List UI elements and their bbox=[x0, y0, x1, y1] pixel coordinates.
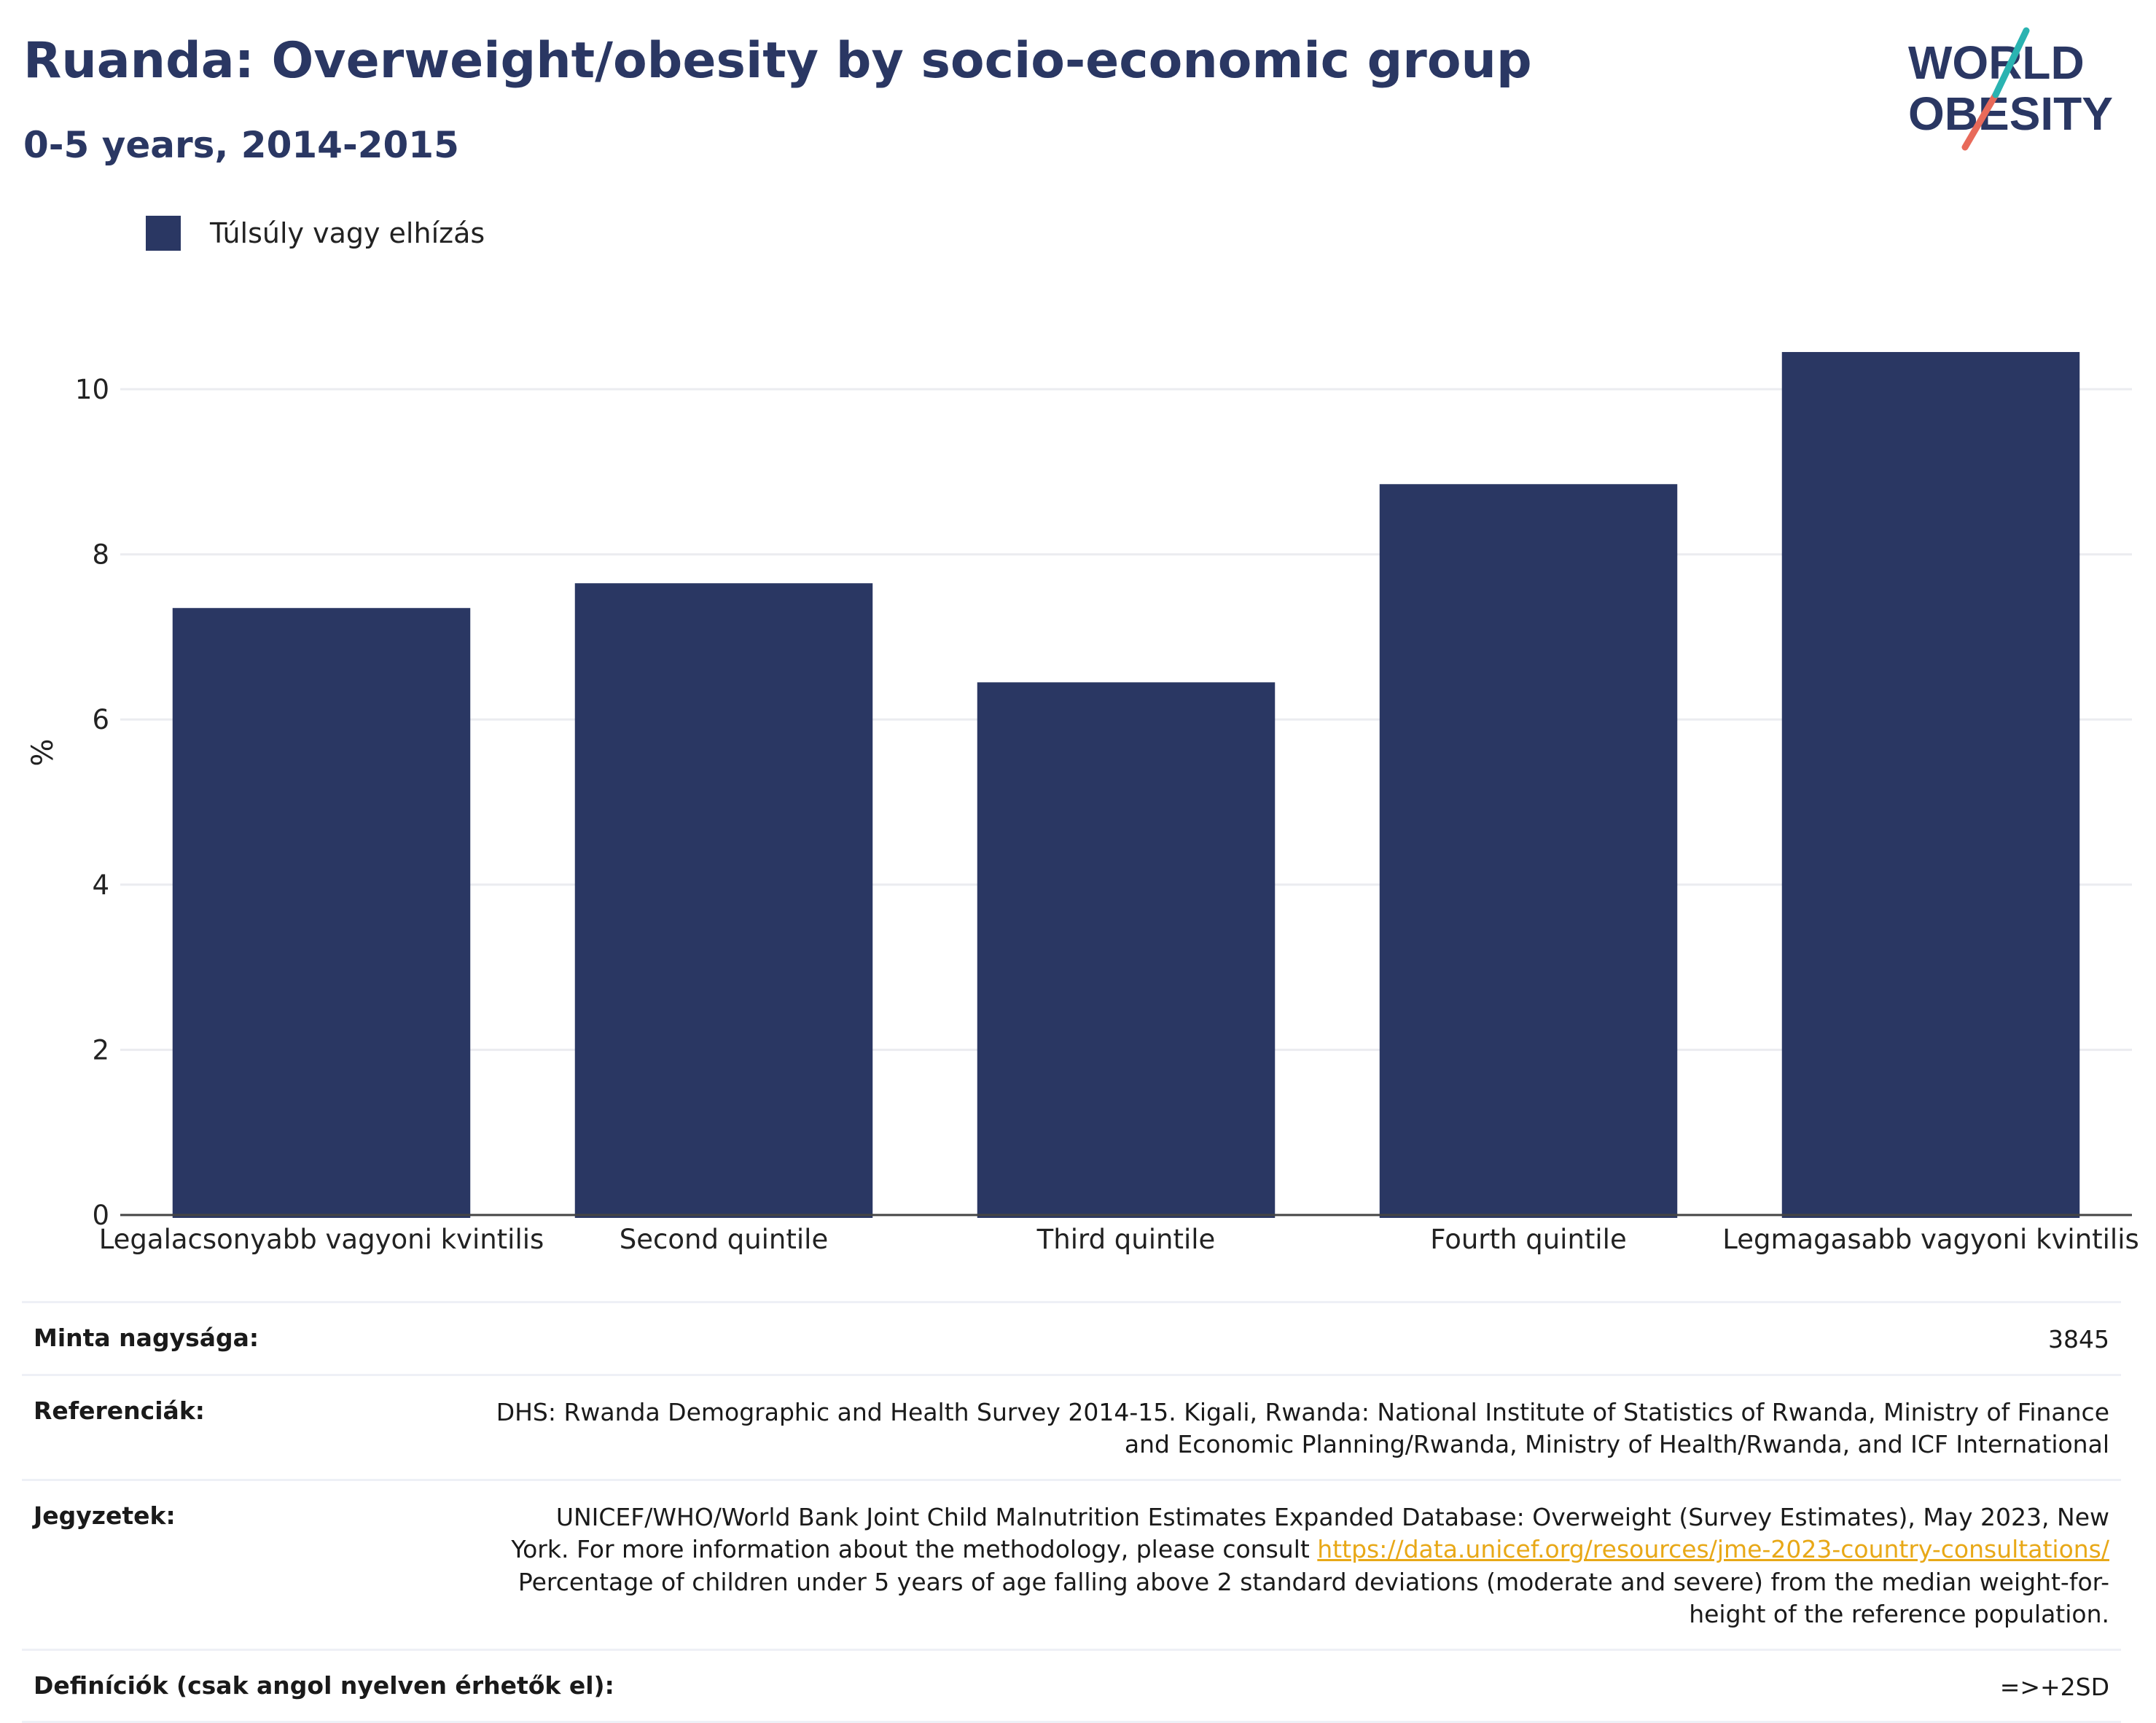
y-tick-label: 6 bbox=[92, 704, 109, 735]
info-row-references: Referenciák: DHS: Rwanda Demographic and… bbox=[22, 1376, 2121, 1481]
info-line: UNICEF/WHO/World Bank Joint Child Malnut… bbox=[555, 1502, 2109, 1531]
info-value: DHS: Rwanda Demographic and Health Surve… bbox=[249, 1396, 2109, 1461]
info-line: 3845 bbox=[2048, 1325, 2109, 1353]
info-value: 3845 bbox=[302, 1324, 2109, 1356]
info-row-sample-size: Minta nagysága: 3845 bbox=[22, 1303, 2121, 1376]
y-axis-label: % bbox=[26, 738, 60, 766]
info-table: Minta nagysága: 3845 Referenciák: DHS: R… bbox=[22, 1301, 2121, 1723]
x-tick-label: Legmagasabb vagyoni kvintilis bbox=[1722, 1224, 2139, 1255]
methodology-link[interactable]: https://data.unicef.org/resources/jme-20… bbox=[1317, 1535, 2109, 1564]
legend-label: Túlsúly vagy elhízás bbox=[210, 217, 485, 249]
info-key: Definíciók (csak angol nyelven érhetők e… bbox=[34, 1671, 614, 1700]
legend-swatch bbox=[146, 216, 181, 251]
info-line: DHS: Rwanda Demographic and Health Surve… bbox=[496, 1397, 2109, 1426]
legend: Túlsúly vagy elhízás bbox=[146, 216, 485, 251]
bar bbox=[1379, 484, 1678, 1218]
y-tick-label: 10 bbox=[75, 374, 109, 405]
info-line: =>+2SD bbox=[1999, 1672, 2109, 1701]
x-tick-label: Third quintile bbox=[1036, 1224, 1216, 1255]
bar bbox=[977, 682, 1276, 1218]
info-line: Percentage of children under 5 years of … bbox=[517, 1567, 2109, 1596]
world-obesity-logo: WORLD OBESITY bbox=[1908, 27, 2113, 151]
bar-chart: 0 2 4 6 8 10% Legalacsonyabb vagyoni kvintilis… bbox=[26, 351, 2139, 1255]
info-line: York. For more information about the met… bbox=[219, 1533, 2109, 1566]
logo-line2: OBESITY bbox=[1908, 87, 2113, 140]
chart-subtitle: 0-5 years, 2014-2015 bbox=[23, 124, 459, 166]
info-row-notes: Jegyzetek: UNICEF/WHO/World Bank Joint C… bbox=[22, 1481, 2121, 1651]
x-tick-label: Legalacsonyabb vagyoni kvintilis bbox=[99, 1224, 544, 1255]
x-tick-label: Second quintile bbox=[620, 1224, 828, 1255]
info-value: UNICEF/WHO/World Bank Joint Child Malnut… bbox=[219, 1501, 2109, 1631]
axes: 0 2 4 6 8 10% Legalacsonyabb vagyoni kvintilis… bbox=[26, 374, 2139, 1255]
y-tick-label: 2 bbox=[92, 1034, 109, 1066]
info-key: Referenciák: bbox=[34, 1396, 205, 1425]
info-line: and Economic Planning/Rwanda, Ministry o… bbox=[1124, 1430, 2109, 1459]
bar bbox=[172, 608, 471, 1218]
logo-wordmark: WORLD OBESITY bbox=[1908, 36, 2113, 140]
info-line: height of the reference population. bbox=[1689, 1600, 2109, 1629]
info-row-definitions: Definíciók (csak angol nyelven érhetők e… bbox=[22, 1651, 2121, 1723]
logo-slash-teal bbox=[1992, 27, 2030, 98]
info-key: Jegyzetek: bbox=[34, 1501, 176, 1530]
logo-slash-coral bbox=[1961, 91, 1999, 151]
x-tick-label: Fourth quintile bbox=[1430, 1224, 1626, 1255]
y-tick-label: 4 bbox=[92, 870, 109, 901]
info-value: =>+2SD bbox=[658, 1671, 2109, 1704]
chart-title: Ruanda: Overweight/obesity by socio-econ… bbox=[23, 32, 1532, 90]
logo-line1: WORLD bbox=[1908, 36, 2085, 89]
bar bbox=[574, 583, 873, 1218]
bar bbox=[1781, 351, 2080, 1219]
info-line-text: York. For more information about the met… bbox=[511, 1535, 1318, 1564]
y-tick-label: 0 bbox=[92, 1200, 109, 1231]
y-tick-label: 8 bbox=[92, 539, 109, 571]
info-key: Minta nagysága: bbox=[34, 1324, 259, 1352]
bars bbox=[172, 351, 2080, 1219]
